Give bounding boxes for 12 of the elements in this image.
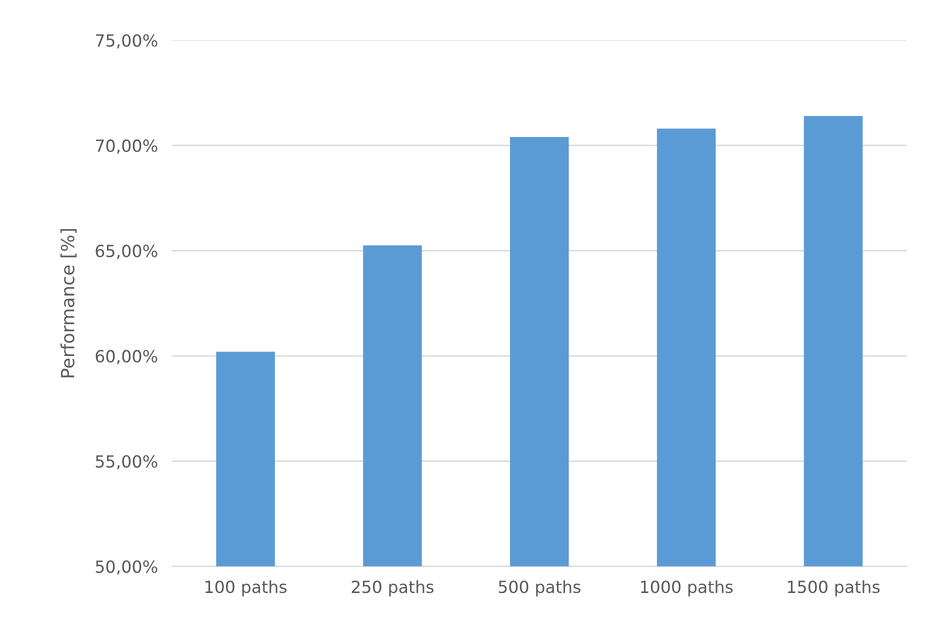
y-tick-label: 60,00% <box>96 350 158 364</box>
x-tick-label: 500 paths <box>498 580 580 596</box>
y-tick-label: 70,00% <box>96 139 158 154</box>
x-tick-label: 1500 paths <box>788 580 880 596</box>
y-axis-title: Performance [%] <box>60 229 77 378</box>
y-tick-label: 75,00% <box>96 34 158 49</box>
x-tick-label: 1000 paths <box>641 580 733 596</box>
y-tick-label: 50,00% <box>96 560 158 575</box>
x-tick-label: 100 paths <box>206 580 287 596</box>
y-tick-label: 55,00% <box>96 455 158 470</box>
x-tick-label: 250 paths <box>352 580 434 596</box>
y-tick-label: 65,00% <box>96 244 158 259</box>
